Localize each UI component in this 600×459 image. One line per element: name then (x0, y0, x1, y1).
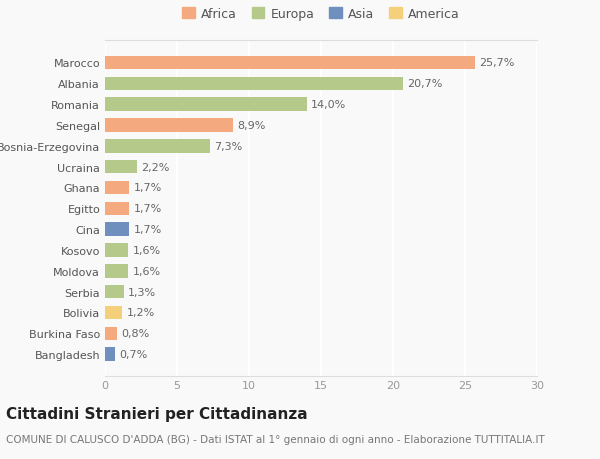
Text: 1,7%: 1,7% (134, 204, 162, 214)
Text: 1,2%: 1,2% (127, 308, 155, 318)
Text: 1,7%: 1,7% (134, 224, 162, 235)
Bar (105, 202, 130, 216)
Text: 20,7%: 20,7% (407, 79, 443, 89)
Text: 2,2%: 2,2% (141, 162, 169, 172)
Bar (105, 98, 307, 112)
Bar (105, 244, 128, 257)
Bar (105, 223, 130, 236)
Text: 0,8%: 0,8% (121, 329, 149, 339)
Bar (105, 161, 137, 174)
Text: 0,7%: 0,7% (119, 349, 148, 359)
Bar (105, 140, 210, 153)
Text: COMUNE DI CALUSCO D'ADDA (BG) - Dati ISTAT al 1° gennaio di ogni anno - Elaboraz: COMUNE DI CALUSCO D'ADDA (BG) - Dati IST… (6, 434, 545, 444)
Bar (105, 306, 122, 319)
Legend: Africa, Europa, Asia, America: Africa, Europa, Asia, America (178, 4, 464, 24)
Text: 8,9%: 8,9% (238, 121, 266, 131)
Bar (105, 327, 116, 341)
Bar (105, 285, 124, 299)
Text: 1,7%: 1,7% (134, 183, 162, 193)
Bar (105, 264, 128, 278)
Bar (105, 347, 115, 361)
Bar (105, 119, 233, 133)
Text: 1,3%: 1,3% (128, 287, 156, 297)
Text: 14,0%: 14,0% (311, 100, 346, 110)
Bar (105, 56, 475, 70)
Text: 25,7%: 25,7% (479, 58, 515, 68)
Text: 7,3%: 7,3% (214, 141, 242, 151)
Text: 1,6%: 1,6% (133, 246, 160, 255)
Bar (105, 77, 403, 91)
Text: 1,6%: 1,6% (133, 266, 160, 276)
Bar (105, 181, 130, 195)
Text: Cittadini Stranieri per Cittadinanza: Cittadini Stranieri per Cittadinanza (6, 406, 308, 421)
